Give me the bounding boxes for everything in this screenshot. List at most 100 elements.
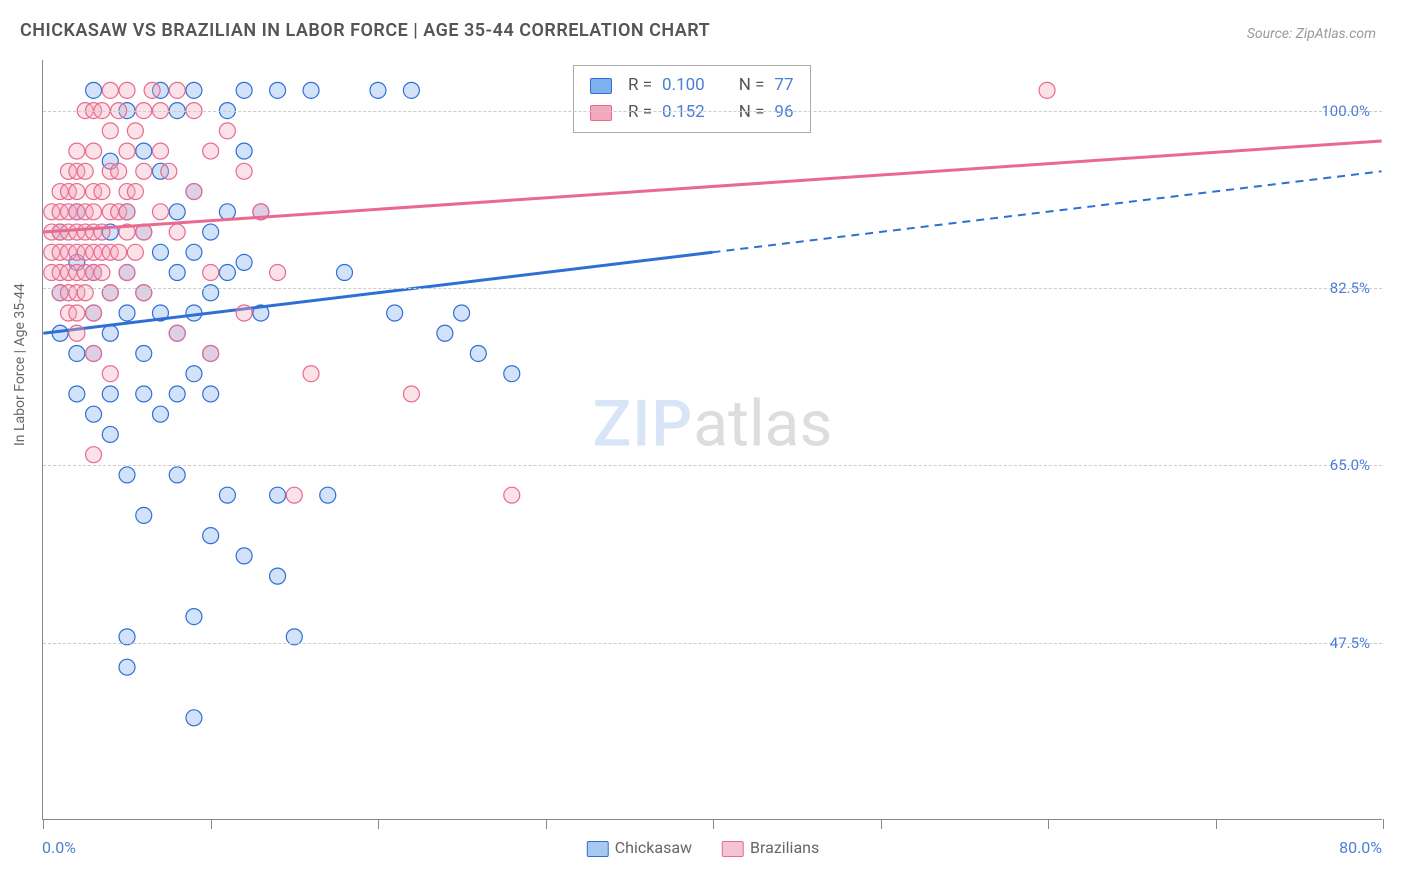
data-point xyxy=(69,184,85,200)
data-point xyxy=(111,163,127,179)
data-point xyxy=(270,82,286,98)
data-point xyxy=(470,345,486,361)
data-point xyxy=(236,548,252,564)
stats-box: R = 0.100 N = 77R = 0.152N = 96 xyxy=(573,65,811,133)
data-point xyxy=(219,204,235,220)
y-tick-label: 65.0% xyxy=(1330,456,1370,474)
data-point xyxy=(127,244,143,260)
gridline xyxy=(43,465,1382,466)
data-point xyxy=(186,184,202,200)
data-point xyxy=(320,487,336,503)
data-point xyxy=(169,204,185,220)
stat-n-value: 77 xyxy=(774,72,793,99)
data-point xyxy=(203,265,219,281)
y-tick-label: 47.5% xyxy=(1330,634,1370,652)
data-point xyxy=(94,265,110,281)
data-point xyxy=(152,406,168,422)
data-point xyxy=(370,82,386,98)
data-point xyxy=(119,82,135,98)
data-point xyxy=(69,305,85,321)
data-point xyxy=(454,305,470,321)
x-tick xyxy=(43,819,44,829)
data-point xyxy=(236,305,252,321)
chart-container: CHICKASAW VS BRAZILIAN IN LABOR FORCE | … xyxy=(0,0,1406,892)
gridline xyxy=(43,288,1382,289)
data-point xyxy=(236,82,252,98)
data-point xyxy=(270,265,286,281)
data-point xyxy=(236,163,252,179)
data-point xyxy=(119,467,135,483)
data-point xyxy=(169,265,185,281)
data-point xyxy=(219,487,235,503)
data-point xyxy=(127,184,143,200)
legend-label: Chickasaw xyxy=(615,838,692,857)
data-point xyxy=(169,467,185,483)
legend-swatch xyxy=(587,841,609,857)
data-point xyxy=(437,325,453,341)
stats-row: R = 0.152N = 96 xyxy=(590,99,794,126)
data-point xyxy=(203,224,219,240)
x-tick xyxy=(211,819,212,829)
data-point xyxy=(102,82,118,98)
data-point xyxy=(102,386,118,402)
data-point xyxy=(186,609,202,625)
data-point xyxy=(136,163,152,179)
data-point xyxy=(69,143,85,159)
data-point xyxy=(286,487,302,503)
data-point xyxy=(102,325,118,341)
data-point xyxy=(270,568,286,584)
y-tick-label: 82.5% xyxy=(1330,279,1370,297)
data-point xyxy=(203,143,219,159)
data-point xyxy=(119,204,135,220)
x-axis-max-label: 80.0% xyxy=(1339,838,1382,857)
x-axis-min-label: 0.0% xyxy=(42,838,76,857)
legend-swatch xyxy=(590,105,612,121)
data-point xyxy=(152,204,168,220)
stat-r-label: R = xyxy=(628,72,652,99)
legend: Chickasaw Brazilians xyxy=(587,838,819,857)
data-point xyxy=(102,123,118,139)
data-point xyxy=(219,265,235,281)
data-point xyxy=(236,143,252,159)
data-point xyxy=(186,244,202,260)
x-tick xyxy=(1048,819,1049,829)
plot-area: ZIPatlas R = 0.100N = 77R = 0.152N = 96 … xyxy=(42,60,1382,820)
source-label: Source: ZipAtlas.com xyxy=(1247,26,1376,42)
stat-r-value: 0.100 xyxy=(662,72,705,99)
data-point xyxy=(504,487,520,503)
legend-swatch xyxy=(590,78,612,94)
data-point xyxy=(136,507,152,523)
stat-n-label: N = xyxy=(739,99,765,126)
data-point xyxy=(1039,82,1055,98)
data-point xyxy=(136,143,152,159)
data-point xyxy=(69,325,85,341)
data-point xyxy=(77,163,93,179)
data-point xyxy=(303,82,319,98)
data-point xyxy=(127,123,143,139)
data-point xyxy=(119,143,135,159)
data-point xyxy=(119,305,135,321)
plot-svg xyxy=(43,60,1382,819)
stat-r-label: R = xyxy=(628,99,652,126)
data-point xyxy=(119,265,135,281)
chart-title: CHICKASAW VS BRAZILIAN IN LABOR FORCE | … xyxy=(20,20,710,41)
data-point xyxy=(203,345,219,361)
data-point xyxy=(152,143,168,159)
data-point xyxy=(86,143,102,159)
data-point xyxy=(102,426,118,442)
data-point xyxy=(186,366,202,382)
gridline xyxy=(43,111,1382,112)
legend-item: Chickasaw xyxy=(587,838,692,857)
data-point xyxy=(86,204,102,220)
data-point xyxy=(102,366,118,382)
data-point xyxy=(169,386,185,402)
x-tick xyxy=(1216,819,1217,829)
data-point xyxy=(303,366,319,382)
legend-item: Brazilians xyxy=(722,838,819,857)
data-point xyxy=(69,386,85,402)
data-point xyxy=(86,305,102,321)
data-point xyxy=(336,265,352,281)
legend-label: Brazilians xyxy=(750,838,819,857)
data-point xyxy=(152,244,168,260)
data-point xyxy=(86,406,102,422)
